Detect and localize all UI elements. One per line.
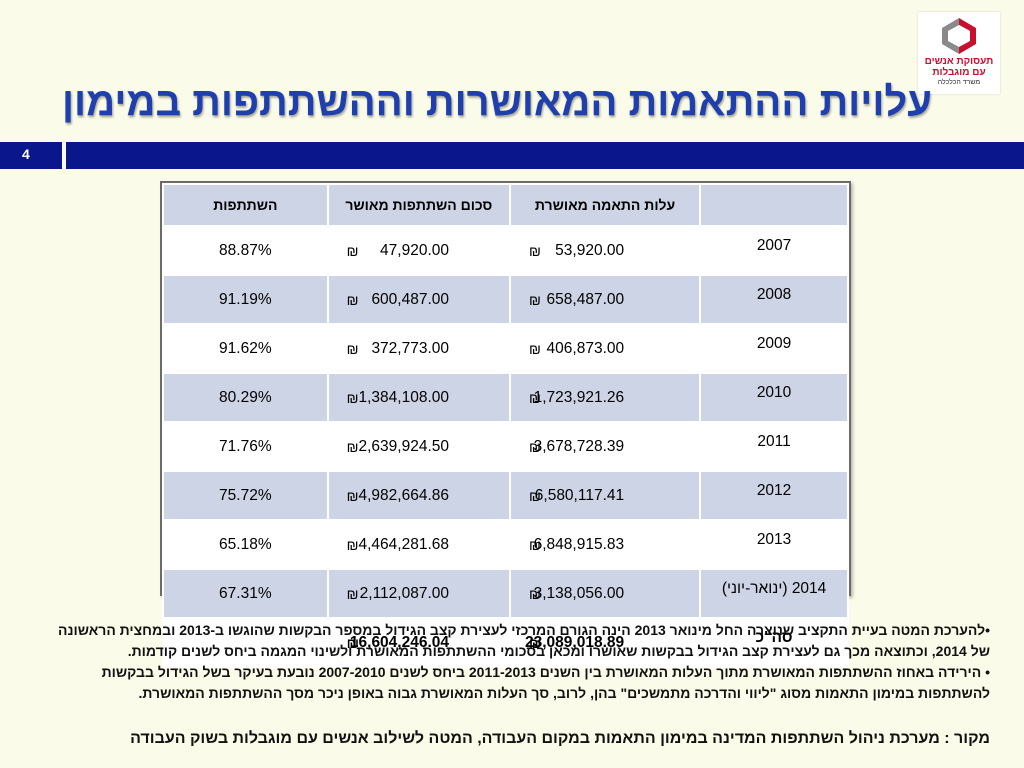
cell-year: 2013 [699, 519, 849, 570]
logo-mark-icon [942, 18, 976, 54]
cell-total-approved-cost: 23,089,018.89 ₪ [509, 617, 702, 668]
note-item: •להערכת המטה בעיית התקציב שנוצרה החל מינ… [57, 622, 990, 659]
cell-value: 53,920.00 [555, 241, 625, 259]
cell-value: 658,487.00 [546, 290, 625, 308]
cell-value: 2,112,087.00 [359, 584, 450, 602]
cell-value: 4,982,664.86 [358, 486, 450, 504]
cell-approved-participation: 2,639,924.50 ₪ [326, 421, 512, 472]
currency-symbol: ₪ [529, 438, 541, 455]
currency-symbol: ₪ [346, 536, 359, 553]
currency-symbol: ₪ [346, 291, 359, 308]
cell-approved-cost: 53,920.00 ₪ [509, 225, 702, 276]
table-row: 2010 1,723,921.26 ₪ 1,384,108.00 ₪ 80.29% [162, 372, 849, 423]
logo-text-line3: משרד הכלכלה [937, 79, 981, 86]
currency-symbol: ₪ [529, 536, 541, 553]
cell-approved-cost: 658,487.00 ₪ [509, 274, 702, 325]
cell-approved-participation: 47,920.00 ₪ [326, 225, 512, 276]
header-approved-participation: סכום השתתפות מאושר [326, 183, 512, 227]
cell-approved-participation: 2,112,087.00 ₪ [326, 568, 512, 619]
currency-symbol: ₪ [346, 389, 359, 406]
cell-participation: 80.29% [162, 372, 329, 423]
cell-participation: 67.31% [162, 568, 329, 619]
cell-value: 23,089,018.89 [525, 633, 625, 651]
currency-symbol: ₪ [529, 340, 541, 357]
logo-text-line1: תעסוקת אנשים [924, 56, 994, 67]
cell-total-label: סה"כ [699, 617, 849, 668]
cell-approved-participation: 1,384,108.00 ₪ [326, 372, 512, 423]
currency-symbol: ₪ [346, 242, 359, 259]
title-band [66, 142, 1024, 169]
cell-approved-participation: 4,982,664.86 ₪ [326, 470, 512, 521]
currency-symbol: ₪ [346, 438, 359, 455]
cell-value: 1,384,108.00 [358, 388, 450, 406]
currency-symbol: ₪ [346, 340, 359, 357]
cell-value: 3,678,728.39 [533, 437, 625, 455]
header-approved-cost: עלות התאמה מאושרת [509, 183, 702, 227]
cell-approved-cost: 3,138,056.00 ₪ [509, 568, 702, 619]
cell-approved-participation: 4,464,281.68 ₪ [326, 519, 512, 570]
cell-value: 372,773.00 [371, 339, 450, 357]
cell-approved-cost: 3,678,728.39 ₪ [509, 421, 702, 472]
currency-symbol: ₪ [529, 389, 541, 406]
table-row: 2008 658,487.00 ₪ 600,487.00 ₪ 91.19% [162, 274, 849, 325]
source-line: מקור : מערכת ניהול השתתפות המדינה במימון… [130, 730, 990, 747]
cell-total-approved-participation: 16,604,246.04 ₪ [326, 617, 512, 668]
table-total-row: סה"כ 23,089,018.89 ₪ 16,604,246.04 ₪ [162, 617, 849, 668]
cell-participation: 88.87% [162, 225, 329, 276]
cell-year: 2007 [699, 225, 849, 276]
cell-approved-cost: 6,580,117.41 ₪ [509, 470, 702, 521]
cell-participation: 91.19% [162, 274, 329, 325]
currency-symbol: ₪ [529, 585, 541, 602]
cell-participation: 91.62% [162, 323, 329, 374]
cell-value: 2,639,924.50 [358, 437, 450, 455]
table-row: 2011 3,678,728.39 ₪ 2,639,924.50 ₪ 71.76% [162, 421, 849, 472]
currency-symbol: ₪ [346, 634, 360, 651]
cell-year: 2010 [699, 372, 849, 423]
cell-year: 2009 [699, 323, 849, 374]
currency-symbol: ₪ [529, 634, 542, 651]
cell-value: 3,138,056.00 [533, 584, 625, 602]
cell-year: 2011 [699, 421, 849, 472]
cell-approved-cost: 406,873.00 ₪ [509, 323, 702, 374]
slide-title: עלויות ההתאמות המאושרות וההשתתפות במימון [61, 80, 932, 124]
cell-value: 406,873.00 [546, 339, 625, 357]
notes: •להערכת המטה בעיית התקציב שנוצרה החל מינ… [38, 620, 990, 704]
currency-symbol: ₪ [346, 585, 359, 602]
currency-symbol: ₪ [529, 487, 541, 504]
cell-participation: 65.18% [162, 519, 329, 570]
table-row: 2012 6,580,117.41 ₪ 4,982,664.86 ₪ 75.72% [162, 470, 849, 521]
cell-participation: 71.76% [162, 421, 329, 472]
table-row: 2009 406,873.00 ₪ 372,773.00 ₪ 91.62% [162, 323, 849, 374]
header-participation: השתתפות [162, 183, 329, 227]
currency-symbol: ₪ [529, 291, 541, 308]
cell-value: 600,487.00 [371, 290, 450, 308]
currency-symbol: ₪ [529, 242, 541, 259]
table-row: 2007 53,920.00 ₪ 47,920.00 ₪ 88.87% [162, 225, 849, 276]
currency-symbol: ₪ [346, 487, 359, 504]
cell-value: 1,723,921.26 [533, 388, 625, 406]
cell-approved-cost: 1,723,921.26 ₪ [509, 372, 702, 423]
cell-value: 4,464,281.68 [358, 535, 450, 553]
cell-total-participation [162, 617, 329, 668]
cell-year: 2012 [699, 470, 849, 521]
header-year [699, 183, 849, 227]
page-number-band [0, 142, 62, 169]
cell-value: 6,580,117.41 [534, 486, 625, 504]
page-number: 4 [22, 146, 30, 162]
cell-approved-cost: 6,848,915.83 ₪ [509, 519, 702, 570]
table-row: 2014 (ינואר-יוני) 3,138,056.00 ₪ 2,112,08… [162, 568, 849, 619]
cell-participation: 75.72% [162, 470, 329, 521]
table-row: 2013 6,848,915.83 ₪ 4,464,281.68 ₪ 65.18% [162, 519, 849, 570]
cell-approved-participation: 372,773.00 ₪ [326, 323, 512, 374]
note-item: • הירידה באחוז ההשתתפות המאושרת מתוך העל… [101, 664, 990, 701]
costs-table: עלות התאמה מאושרת סכום השתתפות מאושר השת… [160, 181, 851, 668]
cell-year: 2008 [699, 274, 849, 325]
cell-year: 2014 (ינואר-יוני) [699, 568, 849, 619]
logo-text-line2: עם מוגבלות [932, 67, 986, 78]
cell-value: 47,920.00 [380, 241, 450, 259]
cell-approved-participation: 600,487.00 ₪ [326, 274, 512, 325]
ministry-logo: תעסוקת אנשים עם מוגבלות משרד הכלכלה [918, 12, 1000, 94]
cell-value: 6,848,915.83 [533, 535, 625, 553]
cell-value: 16,604,246.04 [349, 633, 450, 651]
